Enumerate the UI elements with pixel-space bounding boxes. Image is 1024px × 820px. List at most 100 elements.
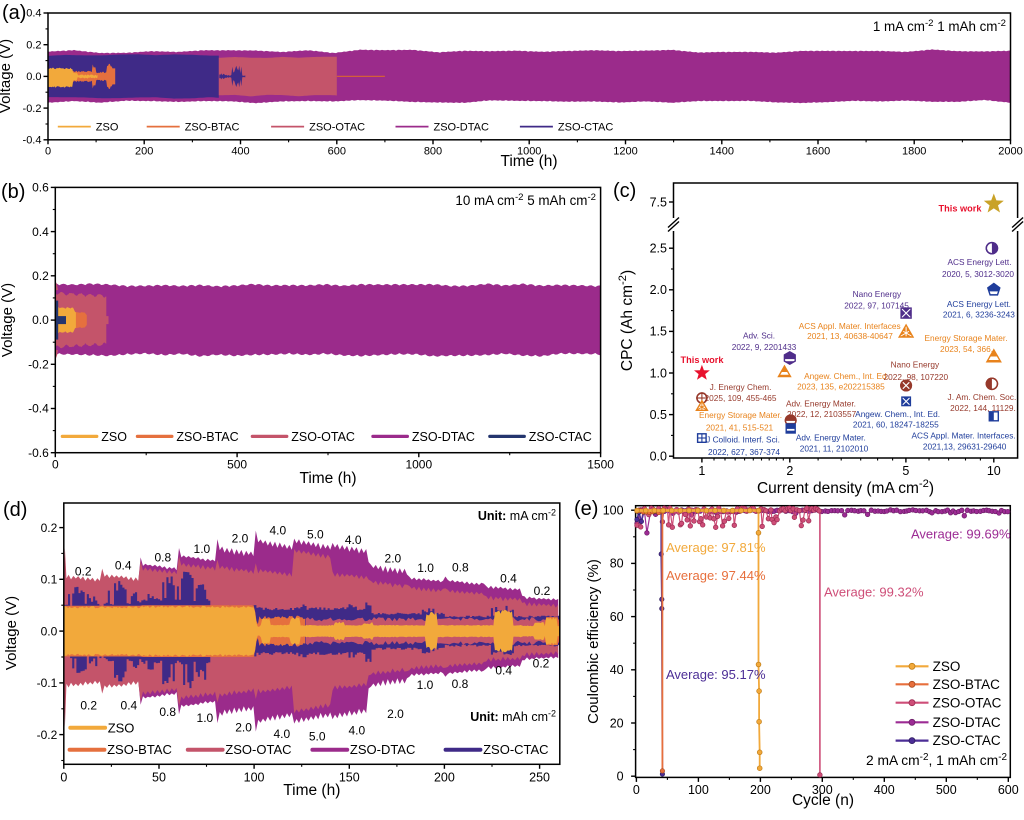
svg-text:Nano Energy: Nano Energy xyxy=(891,360,940,370)
svg-text:1500: 1500 xyxy=(587,458,614,472)
svg-text:J. Energy Chem.: J. Energy Chem. xyxy=(710,382,772,392)
svg-text:-0.4: -0.4 xyxy=(23,135,42,147)
svg-text:100: 100 xyxy=(244,770,265,784)
svg-text:1200: 1200 xyxy=(613,145,637,157)
svg-text:2020, 5, 3012-3020: 2020, 5, 3012-3020 xyxy=(942,269,1014,279)
svg-text:2022, 12, 2103557: 2022, 12, 2103557 xyxy=(787,409,857,419)
svg-text:Voltage (V): Voltage (V) xyxy=(0,39,14,113)
svg-text:Coulombic efficiency (%): Coulombic efficiency (%) xyxy=(585,559,602,724)
svg-text:200: 200 xyxy=(750,783,771,797)
svg-text:Unit: mAh cm-2: Unit: mAh cm-2 xyxy=(470,708,556,724)
svg-text:1 mA cm-2 1 mAh cm-2: 1 mA cm-2 1 mAh cm-2 xyxy=(873,18,1006,34)
svg-text:ZSO-DTAC: ZSO-DTAC xyxy=(933,715,1001,730)
svg-text:600: 600 xyxy=(328,145,346,157)
svg-text:(b): (b) xyxy=(1,181,25,203)
svg-text:J Colloid. Interf. Sci.: J Colloid. Interf. Sci. xyxy=(706,435,780,445)
svg-text:0: 0 xyxy=(60,770,67,784)
svg-text:0.4: 0.4 xyxy=(500,571,517,585)
svg-text:0.2: 0.2 xyxy=(41,521,58,535)
svg-text:ZSO: ZSO xyxy=(101,430,127,444)
svg-text:0.2: 0.2 xyxy=(533,656,550,670)
svg-text:ZSO: ZSO xyxy=(933,659,961,674)
svg-text:Energy Storage Mater.: Energy Storage Mater. xyxy=(924,333,1007,343)
svg-text:Time (h): Time (h) xyxy=(283,782,340,799)
svg-text:0.2: 0.2 xyxy=(80,699,97,713)
svg-text:0.4: 0.4 xyxy=(115,558,132,572)
svg-text:2021, 41, 515-521: 2021, 41, 515-521 xyxy=(706,423,774,433)
svg-text:0: 0 xyxy=(52,458,59,472)
svg-text:Adv. Energy Mater.: Adv. Energy Mater. xyxy=(796,433,866,443)
svg-text:2022, 144, 11129.: 2022, 144, 11129. xyxy=(950,403,1016,413)
svg-text:-0.2: -0.2 xyxy=(28,358,49,372)
svg-text:ZSO-BTAC: ZSO-BTAC xyxy=(185,121,240,133)
svg-text:ACS Appl. Mater. Interfaces: ACS Appl. Mater. Interfaces xyxy=(799,321,901,331)
svg-text:CPC (Ah cm-2): CPC (Ah cm-2) xyxy=(617,270,636,371)
svg-text:0.8: 0.8 xyxy=(452,677,469,691)
svg-text:0.4: 0.4 xyxy=(32,225,49,239)
svg-text:Voltage (V): Voltage (V) xyxy=(0,283,16,357)
svg-text:2: 2 xyxy=(786,464,793,478)
svg-text:Average: 99.32%: Average: 99.32% xyxy=(824,585,924,600)
svg-text:2021, 60, 18247-18255: 2021, 60, 18247-18255 xyxy=(853,420,939,430)
svg-text:5: 5 xyxy=(902,464,909,478)
svg-text:2022, 627, 367-374: 2022, 627, 367-374 xyxy=(708,447,780,457)
svg-text:2.0: 2.0 xyxy=(232,531,249,545)
svg-text:Current density (mA cm-2): Current density (mA cm-2) xyxy=(757,478,934,497)
svg-text:0.1: 0.1 xyxy=(41,573,58,587)
svg-text:250: 250 xyxy=(529,770,550,784)
svg-text:2021, 6, 3236-3243: 2021, 6, 3236-3243 xyxy=(943,310,1015,320)
svg-text:Time (h): Time (h) xyxy=(500,153,557,170)
svg-text:0.0: 0.0 xyxy=(41,624,58,638)
svg-text:ZSO-CTAC: ZSO-CTAC xyxy=(933,733,1001,748)
svg-text:2021, 13, 40638-40647: 2021, 13, 40638-40647 xyxy=(807,331,893,341)
svg-text:500: 500 xyxy=(936,783,957,797)
svg-text:200: 200 xyxy=(135,145,153,157)
svg-text:ACS Appl. Mater. Interfaces.: ACS Appl. Mater. Interfaces. xyxy=(911,431,1015,441)
svg-text:(a): (a) xyxy=(2,2,26,24)
svg-text:Adv. Sci.: Adv. Sci. xyxy=(743,331,775,341)
svg-text:ZSO-BTAC: ZSO-BTAC xyxy=(933,677,1001,692)
svg-text:0.4: 0.4 xyxy=(26,8,41,20)
svg-text:0.8: 0.8 xyxy=(159,705,176,719)
svg-text:ZSO-OTAC: ZSO-OTAC xyxy=(933,695,1002,710)
svg-text:ACS Energy Lett.: ACS Energy Lett. xyxy=(947,257,1011,267)
svg-text:Angew. Chem., Int. Ed.: Angew. Chem., Int. Ed. xyxy=(855,409,940,419)
svg-text:-0.2: -0.2 xyxy=(23,103,42,115)
svg-text:10: 10 xyxy=(987,464,1001,478)
svg-text:ZSO: ZSO xyxy=(96,121,119,133)
svg-text:500: 500 xyxy=(227,458,247,472)
svg-text:10 mA cm-2 5 mAh cm-2: 10 mA cm-2 5 mAh cm-2 xyxy=(455,192,596,208)
svg-text:0.2: 0.2 xyxy=(75,565,92,579)
svg-text:0: 0 xyxy=(45,145,51,157)
svg-text:0.2: 0.2 xyxy=(26,39,41,51)
svg-text:1.0: 1.0 xyxy=(650,366,667,380)
svg-text:ZSO-CTAC: ZSO-CTAC xyxy=(483,742,548,757)
svg-text:2022, 9, 2201433: 2022, 9, 2201433 xyxy=(732,342,797,352)
svg-text:0.0: 0.0 xyxy=(32,313,49,327)
svg-text:ACS Energy Lett.: ACS Energy Lett. xyxy=(947,299,1011,309)
svg-text:1400: 1400 xyxy=(710,145,734,157)
svg-text:Cycle (n): Cycle (n) xyxy=(792,792,854,809)
svg-text:1.0: 1.0 xyxy=(417,678,434,692)
svg-text:2023, 54, 366.: 2023, 54, 366. xyxy=(940,344,993,354)
svg-text:5.0: 5.0 xyxy=(307,528,324,542)
svg-text:2000: 2000 xyxy=(998,145,1022,157)
svg-text:0.2: 0.2 xyxy=(32,269,49,283)
svg-text:Nano Energy: Nano Energy xyxy=(853,289,902,299)
svg-text:300: 300 xyxy=(812,783,833,797)
svg-text:0.8: 0.8 xyxy=(452,560,469,574)
svg-text:0.2: 0.2 xyxy=(534,584,551,598)
svg-text:(e): (e) xyxy=(574,498,598,520)
svg-text:400: 400 xyxy=(874,783,895,797)
svg-text:200: 200 xyxy=(434,770,455,784)
svg-text:Average: 99.69%: Average: 99.69% xyxy=(911,527,1011,542)
svg-text:0.6: 0.6 xyxy=(32,181,49,195)
svg-text:1.0: 1.0 xyxy=(197,711,214,725)
svg-text:2022, 98, 107220: 2022, 98, 107220 xyxy=(884,372,949,382)
svg-text:5.0: 5.0 xyxy=(309,730,326,744)
svg-text:150: 150 xyxy=(339,770,360,784)
svg-text:4.0: 4.0 xyxy=(348,723,365,737)
svg-text:2021,13, 29631-29640: 2021,13, 29631-29640 xyxy=(923,442,1007,452)
svg-text:2023, 135, e202215385: 2023, 135, e202215385 xyxy=(797,382,885,392)
svg-text:20: 20 xyxy=(610,716,624,730)
